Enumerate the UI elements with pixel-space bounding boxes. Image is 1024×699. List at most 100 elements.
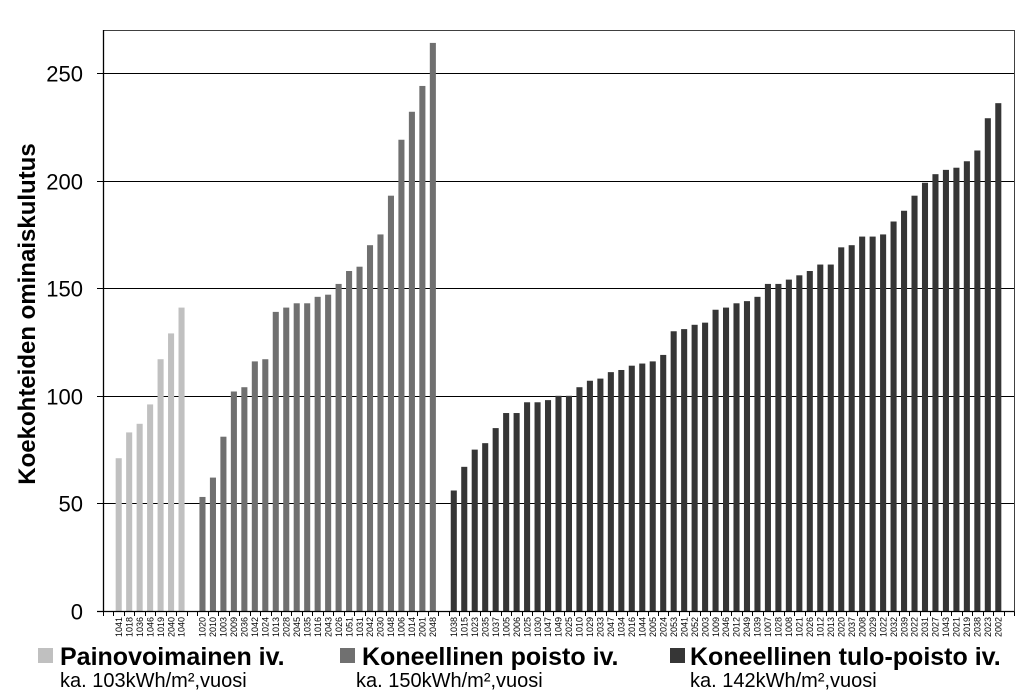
bar-2035 <box>482 443 489 611</box>
x-tick-label-1036: 1036 <box>135 617 145 637</box>
bar-2031 <box>921 182 929 611</box>
x-tick-label-2040: 2040 <box>166 617 176 637</box>
bar-1049 <box>555 395 562 611</box>
bar-2024 <box>660 354 667 611</box>
x-tick-label-1028: 1028 <box>774 617 784 637</box>
x-tick-label-2043: 2043 <box>323 617 333 637</box>
bar-2029 <box>869 236 876 611</box>
x-tick-label-2023: 2023 <box>983 617 993 637</box>
x-tick-label-1035: 1035 <box>302 617 312 637</box>
x-tick-label-2025: 2025 <box>564 617 574 637</box>
x-tick-label-2006: 2006 <box>512 617 522 637</box>
x-tick-label-2035: 2035 <box>480 617 490 637</box>
x-tick-label-2049: 2049 <box>742 617 752 637</box>
bar-1003 <box>220 436 227 611</box>
x-tick-label-2016: 2016 <box>627 617 637 637</box>
x-tick-label-2013: 2013 <box>826 617 836 637</box>
bar-1043 <box>942 169 949 611</box>
bar-2046 <box>723 307 730 611</box>
x-tick-label-2022: 2022 <box>910 617 920 637</box>
x-tick-label-1034: 1034 <box>617 617 627 637</box>
bar-1015 <box>461 466 468 611</box>
x-tick-label-1041: 1041 <box>114 617 124 637</box>
y-tick-label-50: 50 <box>59 492 83 517</box>
x-tick-label-1015: 1015 <box>459 617 469 637</box>
bars <box>115 42 1002 612</box>
bar-1039 <box>754 296 761 611</box>
y-tick-label-200: 200 <box>46 170 83 195</box>
x-tick-label-2048: 2048 <box>428 617 438 637</box>
x-tick-label-2030: 2030 <box>376 617 386 637</box>
x-tick-label-1006: 1006 <box>397 617 407 637</box>
bar-1024 <box>262 359 269 611</box>
x-tick-label-1046: 1046 <box>145 617 155 637</box>
bar-2032 <box>890 221 897 611</box>
bar-2003 <box>702 322 709 611</box>
x-tick-label-1022: 1022 <box>878 617 888 637</box>
x-tick-label-1013: 1013 <box>271 617 281 637</box>
bar-2019 <box>963 161 970 611</box>
x-tick-label-1019: 1019 <box>156 617 166 637</box>
x-tick-label-2002: 2002 <box>993 617 1003 637</box>
legend-swatch-koneellinen-tulo-poisto-iv <box>670 648 685 663</box>
x-tick-label-2020: 2020 <box>836 617 846 637</box>
bar-2021 <box>953 167 960 611</box>
x-tick-label-1024: 1024 <box>261 617 271 637</box>
x-tick-label-1025: 1025 <box>522 617 532 637</box>
bar-1028 <box>775 283 782 611</box>
bar-2006 <box>513 413 520 611</box>
x-tick-label-2010: 2010 <box>208 617 218 637</box>
bar-2022 <box>911 195 918 611</box>
bar-1026 <box>335 283 342 611</box>
x-tick-label-1009: 1009 <box>711 617 721 637</box>
x-tick-label-1037: 1037 <box>491 617 501 637</box>
x-tick-label-2039: 2039 <box>899 617 909 637</box>
x-tick-label-1031: 1031 <box>355 617 365 637</box>
bar-2052 <box>691 324 698 611</box>
legend-label-koneellinen-poisto-iv: Koneellinen poisto iv. <box>362 643 619 671</box>
x-tick-label-1042: 1042 <box>250 617 260 637</box>
bar-2010 <box>209 477 216 611</box>
x-tick-label-2032: 2032 <box>889 617 899 637</box>
bar-2025 <box>565 395 572 611</box>
bar-2036 <box>241 387 248 611</box>
x-tick-label-2045: 2045 <box>292 617 302 637</box>
bar-2027 <box>932 174 939 612</box>
legend-swatch-koneellinen-poisto-iv <box>340 648 355 663</box>
bar-2028 <box>283 307 290 611</box>
bar-1018 <box>126 432 133 611</box>
x-tick-label-1020: 1020 <box>198 617 208 637</box>
bar-1020 <box>199 496 206 611</box>
x-tick-label-2009: 2009 <box>229 617 239 637</box>
x-tick-label-2027: 2027 <box>931 617 941 637</box>
bar-2038 <box>974 150 981 611</box>
bar-1006 <box>398 139 405 612</box>
bar-1038 <box>450 490 457 611</box>
bar-2026 <box>806 271 813 611</box>
x-tick-label-2047: 2047 <box>606 617 616 637</box>
bar-1025 <box>524 402 531 611</box>
x-tick-label-2005: 2005 <box>648 617 658 637</box>
x-tick-label-2033: 2033 <box>596 617 606 637</box>
bar-1014 <box>408 111 415 612</box>
legend-average-koneellinen-tulo-poisto-iv: ka. 142kWh/m²,vuosi <box>690 670 877 692</box>
x-tick-label-2038: 2038 <box>973 617 983 637</box>
x-tick-label-2052: 2052 <box>690 617 700 637</box>
x-tick-label-2036: 2036 <box>240 617 250 637</box>
x-tick-label-1007: 1007 <box>763 617 773 637</box>
x-tick-labels: 1041 1018 1036 1046 1019 2040 1040 1020 2010 1003… <box>114 617 1004 637</box>
x-tick-label-2019: 2019 <box>962 617 972 637</box>
x-tick-label-2001: 2001 <box>418 617 428 637</box>
bar-2037 <box>848 245 855 611</box>
bar-1035 <box>304 303 311 611</box>
bar-1007 <box>764 283 771 611</box>
y-tick-label-0: 0 <box>71 600 83 625</box>
x-tick-label-1018: 1018 <box>124 617 134 637</box>
x-tick-label-2053: 2053 <box>669 617 679 637</box>
x-tick-label-1023: 1023 <box>470 617 480 637</box>
x-tick-label-1029: 1029 <box>585 617 595 637</box>
x-tick-label-2021: 2021 <box>952 617 962 637</box>
x-tick-label-1003: 1003 <box>219 617 229 637</box>
bar-1023 <box>471 449 478 611</box>
y-axis-label: Koekohteiden ominaiskulutus <box>14 143 41 484</box>
